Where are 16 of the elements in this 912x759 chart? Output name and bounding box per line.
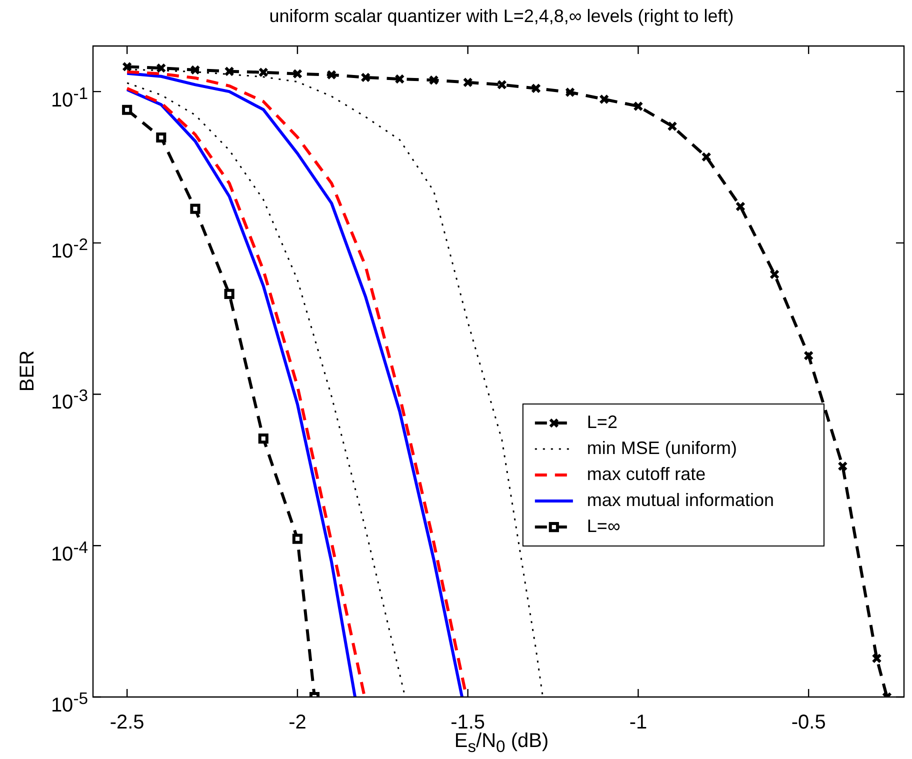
- x-tick-label: -1: [629, 712, 648, 734]
- y-tick-label: 10$^{-2}$: [50, 234, 88, 263]
- x-tick-label: -2: [288, 712, 306, 734]
- y-axis-title: BER: [16, 350, 40, 392]
- legend-label: L=2: [586, 412, 618, 432]
- legend-label: L=∞: [586, 516, 620, 536]
- y-tick-label: 10$^{-5}$: [50, 689, 88, 717]
- chart-title: uniform scalar quantizer with L=2,4,8,∞ levels (right to left): [268, 6, 735, 27]
- legend-label: max mutual information: [586, 490, 774, 510]
- legend-label: min MSE (uniform): [586, 438, 737, 458]
- y-tick-label: 10$^{-1}$: [50, 84, 88, 112]
- x-tick-label: -2.5: [110, 712, 144, 734]
- y-tick-label: 10$^{-4}$: [50, 538, 88, 566]
- x-tick-label: -0.5: [791, 712, 826, 734]
- y-tick-label: 10$^{-3}$: [50, 386, 88, 414]
- legend-label: max cutoff rate: [586, 464, 706, 484]
